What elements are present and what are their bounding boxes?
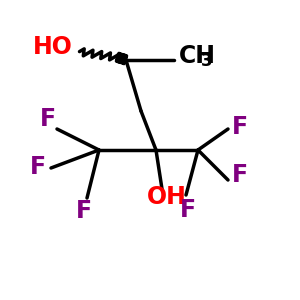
Text: OH: OH [147, 184, 186, 208]
Text: F: F [29, 154, 46, 178]
Text: F: F [179, 198, 196, 222]
Text: F: F [76, 200, 92, 224]
Text: F: F [232, 116, 248, 140]
Text: CH: CH [178, 44, 215, 68]
Text: F: F [232, 164, 248, 188]
Text: F: F [40, 106, 56, 130]
Text: 3: 3 [200, 52, 212, 70]
Text: HO: HO [33, 34, 72, 58]
